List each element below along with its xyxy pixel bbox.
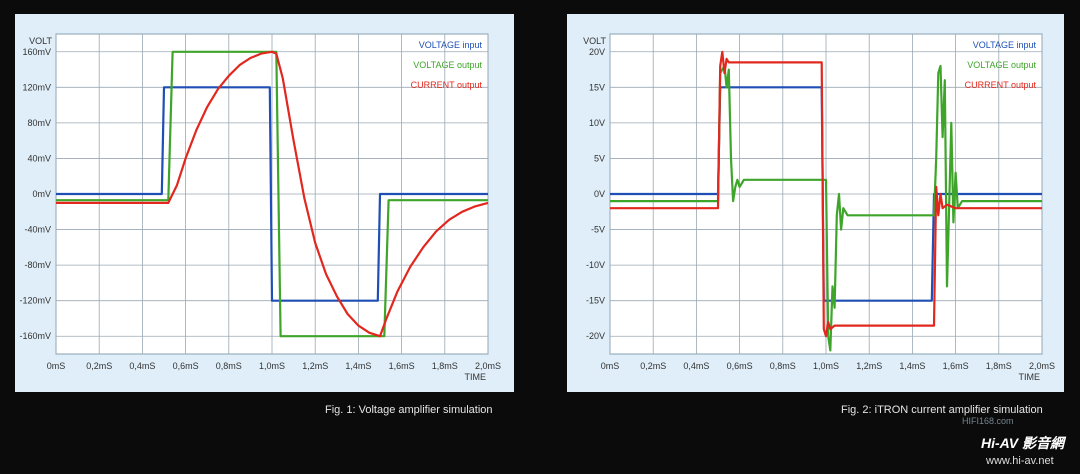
figure-1-caption: Fig. 1: Voltage amplifier simulation	[325, 404, 493, 416]
fig1-y-tick-label: -80mV	[24, 260, 51, 270]
fig1-series-2-line	[56, 50, 488, 338]
fig2-y-tick-label: -15V	[586, 296, 605, 306]
figure-1-chart: 0mS 0,2mS 0,4mS 0,6mS 0,8mS 1,0mS 1,2mS 1,4mS 1,…	[19, 33, 501, 382]
fig2-x-tick-label: 1,8mS	[986, 361, 1012, 371]
fig1-series-3-line	[56, 50, 489, 338]
fig1-y-tick-label: -160mV	[19, 331, 51, 341]
fig1-x-tick-label: 0,8mS	[216, 361, 242, 371]
fig2-x-tick-label: 0mS	[601, 361, 620, 371]
figure-2-chart: 0mS 0,2mS 0,4mS 0,6mS 0,8mS 1,0mS 1,2mS 1,4mS 1,…	[583, 33, 1055, 382]
fig2-y-tick-label: 10V	[589, 118, 605, 128]
fig2-y-tick-label: 0V	[594, 189, 605, 199]
fig2-x-tick-label: 1,0mS	[813, 361, 839, 371]
figure-1-panel: 0mS 0,2mS 0,4mS 0,6mS 0,8mS 1,0mS 1,2mS 1,4mS 1,…	[15, 14, 514, 392]
fig2-legend-item: CURRENT output	[965, 80, 1037, 90]
fig2-x-axis-title: TIME	[1019, 372, 1041, 382]
fig1-x-tick-label: 1,6mS	[389, 361, 415, 371]
fig2-x-tick-label: 1,4mS	[899, 361, 925, 371]
fig2-x-tick-label: 0,6mS	[727, 361, 753, 371]
watermark-brand: Hi-AV 影音網	[981, 435, 1064, 451]
fig1-x-tick-label: 0,6mS	[173, 361, 199, 371]
fig1-x-tick-label: 0,4mS	[129, 361, 155, 371]
fig2-legend-item: VOLTAGE output	[967, 60, 1036, 70]
fig1-x-axis-title: TIME	[465, 372, 487, 382]
fig2-y-tick-label: 20V	[589, 47, 605, 57]
fig1-x-tick-label: 1,4mS	[345, 361, 371, 371]
fig2-x-tick-label: 0,8mS	[770, 361, 796, 371]
fig1-x-tick-label: 1,8mS	[432, 361, 458, 371]
fig2-x-tick-label: 1,2mS	[856, 361, 882, 371]
figure-2-panel: 0mS 0,2mS 0,4mS 0,6mS 0,8mS 1,0mS 1,2mS 1,4mS 1,…	[567, 14, 1064, 392]
fig2-y-tick-label: -5V	[591, 225, 605, 235]
fig2-series-2-line	[610, 64, 1042, 352]
fig2-x-tick-label: 0,2mS	[640, 361, 666, 371]
fig1-y-axis-title: VOLT	[29, 36, 52, 46]
fig2-x-tick-label: 0,4mS	[683, 361, 709, 371]
fig1-legend-item: CURRENT output	[411, 80, 483, 90]
fig1-y-tick-label: 0mV	[32, 189, 51, 199]
fig2-y-tick-label: -20V	[586, 331, 605, 341]
fig2-y-tick-label: 15V	[589, 82, 605, 92]
fig1-x-tick-label: 1,0mS	[259, 361, 285, 371]
fig1-y-tick-label: 40mV	[27, 153, 51, 163]
fig1-y-tick-label: 120mV	[22, 82, 51, 92]
fig1-legend-item: VOLTAGE output	[413, 60, 482, 70]
fig1-series-1-line	[56, 86, 488, 302]
fig2-series-3-line	[610, 50, 1042, 338]
fig2-y-tick-label: -10V	[586, 260, 605, 270]
fig1-y-tick-label: -120mV	[19, 296, 51, 306]
fig2-x-tick-label: 1,6mS	[943, 361, 969, 371]
figure-2-caption: Fig. 2: iTRON current amplifier simulati…	[841, 404, 1043, 416]
watermark-url: www.hi-av.net	[986, 455, 1054, 467]
fig1-x-tick-label: 2,0mS	[475, 361, 501, 371]
watermark-small: HIFI168.com	[962, 416, 1014, 426]
fig1-y-tick-label: 160mV	[22, 47, 51, 57]
fig1-x-tick-label: 1,2mS	[302, 361, 328, 371]
fig1-x-tick-label: 0mS	[47, 361, 66, 371]
fig1-x-tick-label: 0,2mS	[86, 361, 112, 371]
fig2-x-tick-label: 2,0mS	[1029, 361, 1055, 371]
fig2-legend-item: VOLTAGE input	[973, 40, 1037, 50]
fig1-y-tick-label: -40mV	[24, 225, 51, 235]
fig2-y-tick-label: 5V	[594, 153, 605, 163]
fig1-y-tick-label: 80mV	[27, 118, 51, 128]
fig2-y-axis-title: VOLT	[583, 36, 606, 46]
fig1-legend-item: VOLTAGE input	[419, 40, 483, 50]
